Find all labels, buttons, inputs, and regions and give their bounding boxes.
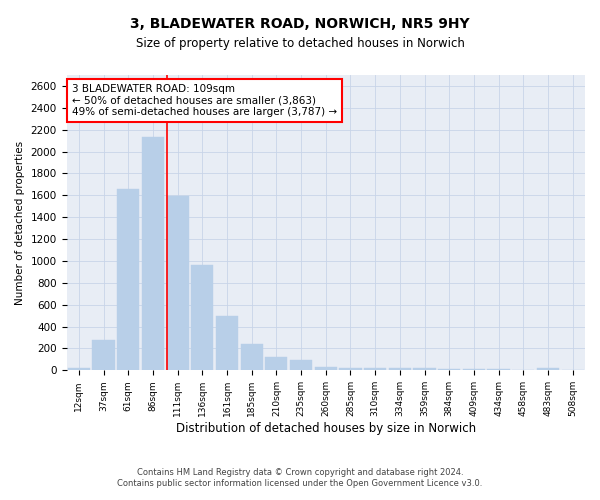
Bar: [241, 344, 263, 370]
Bar: [142, 138, 164, 370]
Text: 3, BLADEWATER ROAD, NORWICH, NR5 9HY: 3, BLADEWATER ROAD, NORWICH, NR5 9HY: [130, 18, 470, 32]
Bar: [537, 368, 559, 370]
Bar: [92, 340, 115, 370]
X-axis label: Distribution of detached houses by size in Norwich: Distribution of detached houses by size …: [176, 422, 476, 435]
Bar: [117, 189, 139, 370]
Bar: [216, 316, 238, 370]
Text: Contains HM Land Registry data © Crown copyright and database right 2024.
Contai: Contains HM Land Registry data © Crown c…: [118, 468, 482, 487]
Bar: [191, 266, 214, 370]
Bar: [68, 368, 90, 370]
Bar: [364, 368, 386, 370]
Bar: [340, 368, 362, 370]
Y-axis label: Number of detached properties: Number of detached properties: [15, 140, 25, 304]
Bar: [265, 356, 287, 370]
Bar: [167, 196, 189, 370]
Text: Size of property relative to detached houses in Norwich: Size of property relative to detached ho…: [136, 38, 464, 51]
Bar: [413, 368, 436, 370]
Text: 3 BLADEWATER ROAD: 109sqm
← 50% of detached houses are smaller (3,863)
49% of se: 3 BLADEWATER ROAD: 109sqm ← 50% of detac…: [72, 84, 337, 117]
Bar: [290, 360, 312, 370]
Bar: [314, 366, 337, 370]
Bar: [389, 368, 411, 370]
